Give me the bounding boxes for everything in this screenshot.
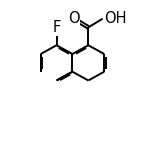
Text: OH: OH bbox=[104, 11, 127, 26]
Text: O: O bbox=[68, 11, 80, 26]
Text: F: F bbox=[52, 20, 61, 35]
